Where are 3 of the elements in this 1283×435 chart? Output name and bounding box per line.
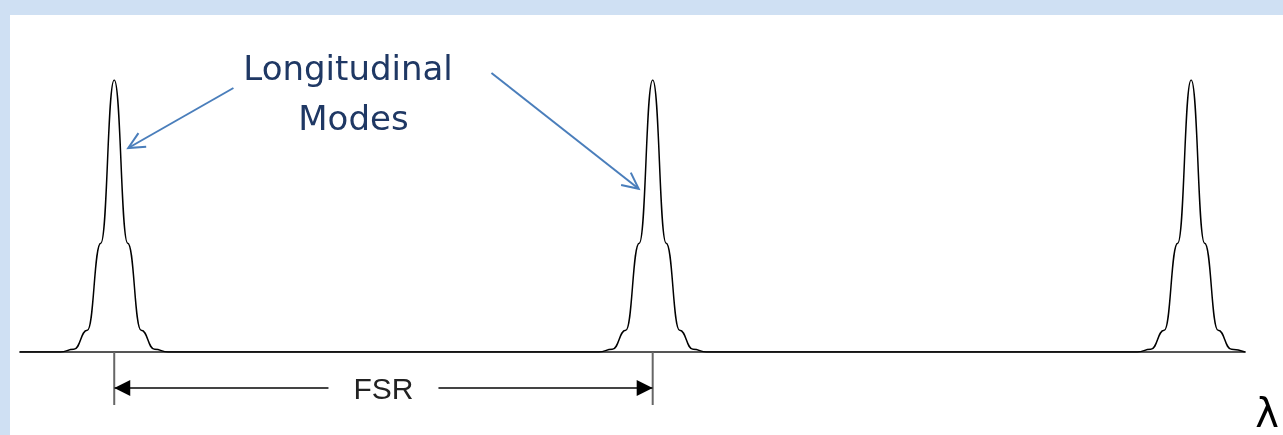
annotation: Longitudinal Modes [243,48,464,138]
text: FSR [353,371,414,405]
x-axis-title: λ [1255,390,1279,435]
